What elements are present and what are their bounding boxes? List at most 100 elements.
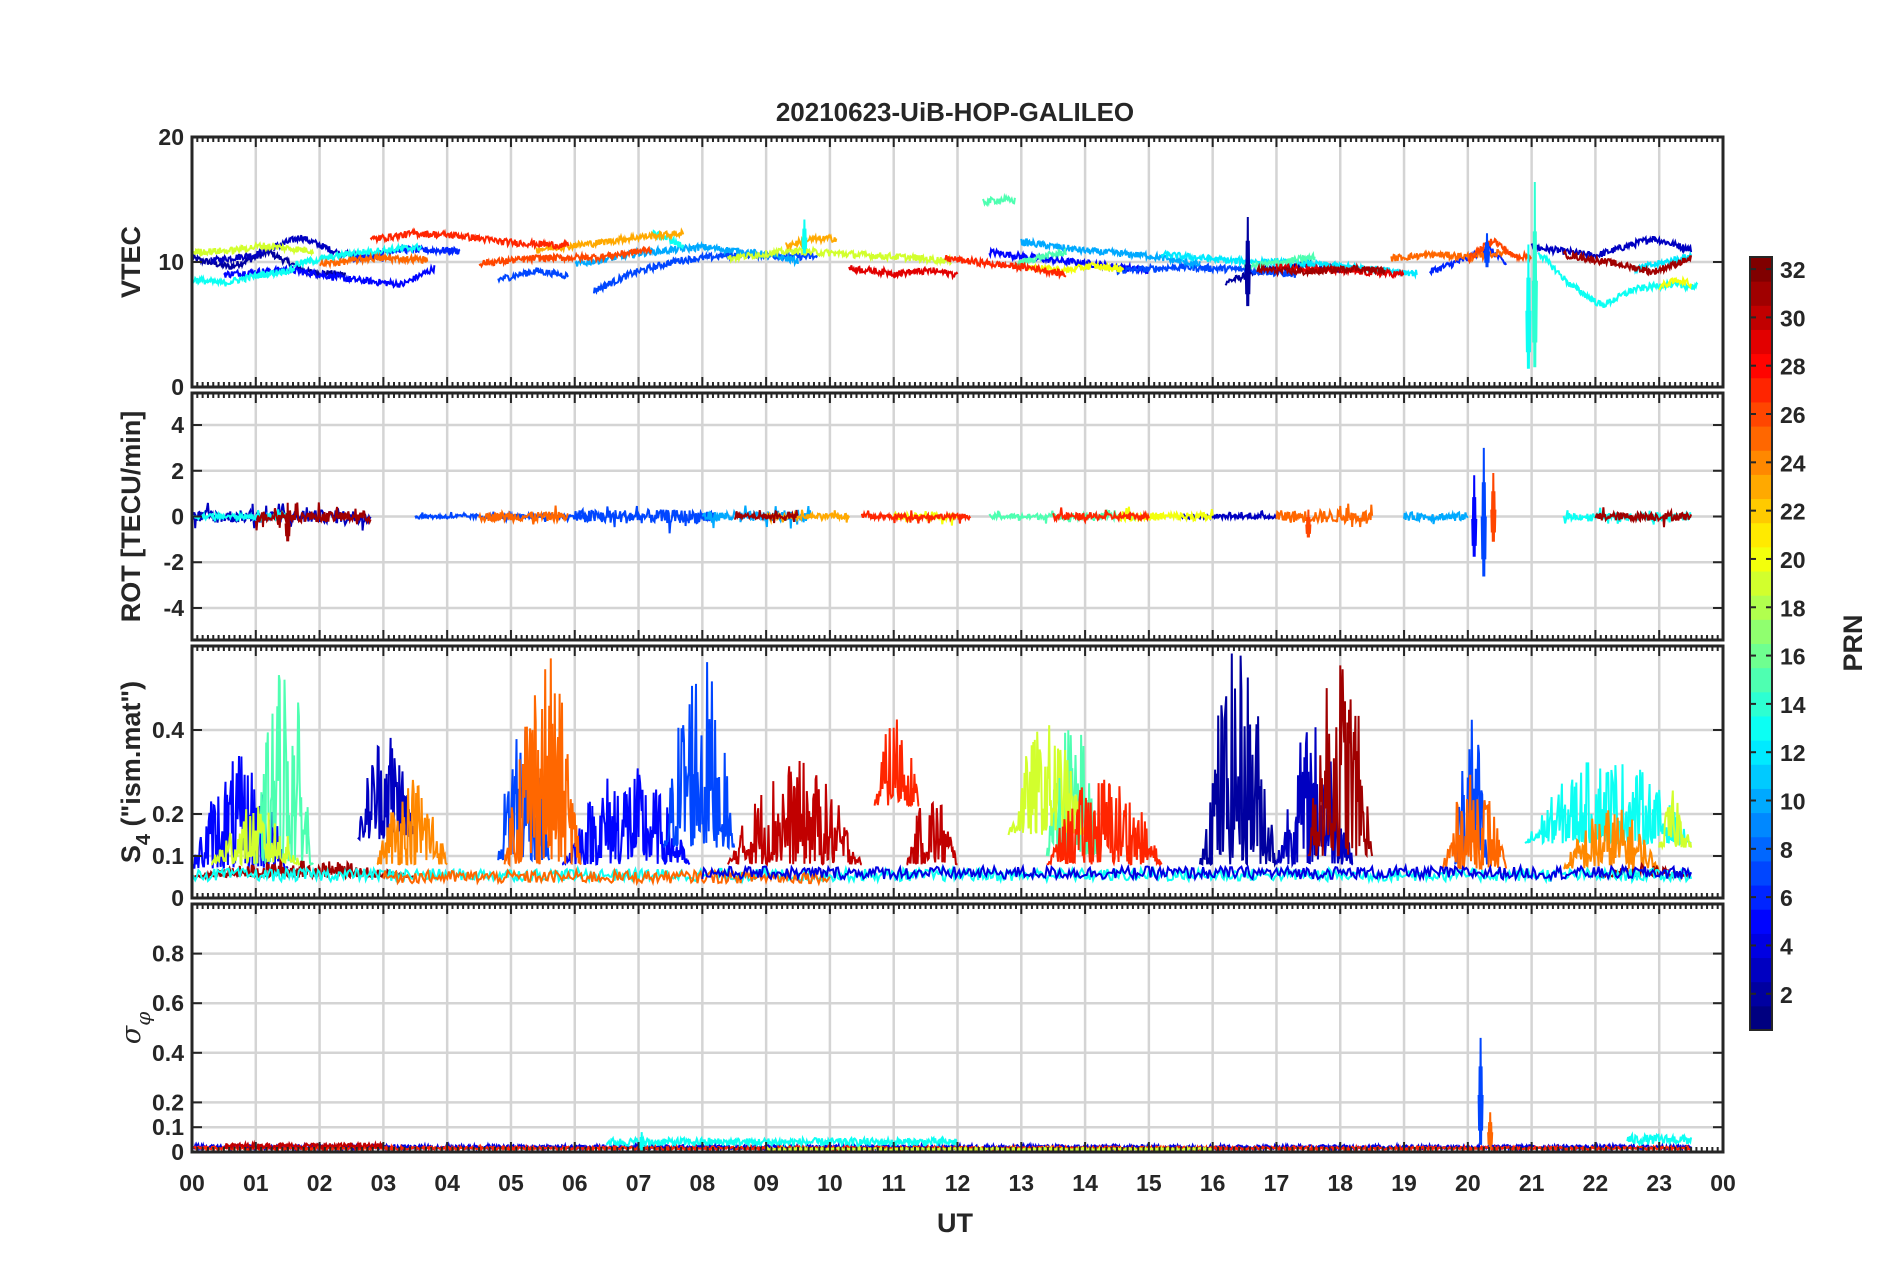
x-tick-label: 17 — [1264, 1170, 1290, 1196]
spike-prn-7 — [1480, 447, 1487, 577]
traces — [191, 181, 1699, 369]
spike-prn-7 — [1477, 1037, 1484, 1145]
series-line-prn-13 — [293, 242, 422, 269]
baseline-prn-25 — [382, 866, 831, 887]
colorbar-cell — [1750, 595, 1772, 620]
series-line-prn-7 — [663, 662, 736, 851]
x-tick-label: 10 — [817, 1170, 843, 1196]
colorbar-cell — [1750, 401, 1772, 427]
panel-s4: 0 0.1 0.2 0.4S4 ("ism.mat") — [116, 644, 1725, 911]
colorbar-tick-label: 26 — [1780, 402, 1806, 428]
colorbar-cell — [1750, 860, 1772, 886]
y-tick-label: 0.2 — [152, 1089, 184, 1115]
y-tick-label: 0.4 — [152, 717, 184, 743]
series-line-prn-20 — [1027, 261, 1125, 277]
colorbar-cell — [1750, 305, 1772, 330]
series-line-prn-15 — [254, 674, 314, 867]
series-line-prn-25 — [503, 658, 582, 868]
colorbar-cell — [1750, 426, 1772, 451]
series-line-prn-27 — [369, 227, 570, 251]
spike-prn-7 — [1483, 233, 1490, 268]
spike-prn-13 — [801, 219, 808, 254]
series-line-prn-3 — [357, 737, 417, 842]
spike-prn-13 — [1525, 244, 1532, 369]
colorbar-cell — [1750, 933, 1772, 959]
series-line-prn-19 — [1007, 725, 1086, 836]
series-line-prn-5 — [223, 263, 436, 289]
panel-rot: -4 -2 0 2 4 ROT [TECU/min] — [116, 391, 1725, 642]
y-tick-label: 0.4 — [152, 1040, 184, 1066]
colorbar-cell — [1750, 740, 1772, 765]
series-line-prn-26 — [478, 245, 653, 269]
series-line-prn-5 — [988, 246, 1150, 276]
y-tick-label: 10 — [158, 249, 184, 275]
spike-prn-26 — [1490, 472, 1497, 542]
x-tick-label: 06 — [562, 1170, 588, 1196]
x-tick-label: 00 — [179, 1170, 205, 1196]
series-line-prn-25 — [478, 505, 569, 526]
y-axis-title: VTEC — [116, 226, 146, 298]
colorbar-cell — [1750, 885, 1772, 910]
axis-ticks — [191, 136, 1724, 388]
x-tick-label: 18 — [1327, 1170, 1353, 1196]
series-line-prn-19 — [1658, 790, 1693, 851]
series-line-prn-27 — [1052, 507, 1150, 525]
colorbar-cell — [1750, 474, 1772, 500]
x-tick-label: 03 — [371, 1170, 397, 1196]
figure-title: 20210623-UiB-HOP-GALILEO — [776, 97, 1134, 127]
y-tick-label: 0.6 — [152, 990, 184, 1016]
series-line-prn-27 — [873, 719, 920, 808]
colorbar-tick-label: 28 — [1780, 354, 1806, 380]
x-tick-label: 05 — [498, 1170, 524, 1196]
x-axis-title: UT — [937, 1208, 973, 1238]
series-line-prn-15 — [1013, 247, 1067, 270]
colorbar-cell — [1750, 377, 1772, 403]
colorbar-cell — [1750, 498, 1772, 524]
series-line-prn-31 — [734, 509, 799, 524]
colorbar-cell — [1750, 957, 1772, 983]
series-line-prn-30 — [726, 760, 862, 867]
spike-prn-31 — [284, 502, 291, 542]
x-tick-label: 19 — [1391, 1170, 1417, 1196]
colorbar-cell — [1750, 667, 1772, 693]
y-tick-label: 4 — [171, 412, 184, 438]
series-line-prn-19 — [726, 245, 952, 267]
x-tick-label: 22 — [1583, 1170, 1609, 1196]
axis-ticks — [191, 904, 1724, 1153]
colorbar-tick-label: 30 — [1780, 305, 1806, 331]
series-line-prn-25 — [319, 251, 429, 270]
series-line-prn-26 — [1467, 237, 1532, 265]
spike-prn-2 — [1244, 216, 1251, 307]
series-line-prn-25 — [1441, 774, 1508, 872]
series-line-prn-7 — [497, 267, 569, 284]
series-line-prn-10 — [1020, 236, 1201, 270]
spike-prn-5 — [1471, 475, 1478, 557]
baseline-prn-4 — [701, 862, 1693, 883]
series-line-prn-20 — [1658, 275, 1693, 291]
x-tick-label: 04 — [434, 1170, 460, 1196]
colorbar-cell — [1750, 836, 1772, 862]
spike-prn-26 — [1305, 509, 1312, 538]
colorbar-tick-label: 4 — [1780, 933, 1793, 959]
axis-ticks — [191, 646, 1724, 899]
series-line-prn-27 — [1046, 779, 1163, 868]
series-line-prn-15 — [982, 192, 1016, 208]
series-line-prn-23 — [785, 232, 838, 251]
y-tick-label: 2 — [171, 458, 184, 484]
y-tick-label: -2 — [164, 549, 184, 575]
colorbar-cell — [1750, 812, 1772, 838]
colorbar-cell — [1750, 981, 1772, 1007]
y-tick-label: 20 — [158, 124, 184, 150]
traces — [191, 653, 1693, 887]
colorbar-tick-label: 10 — [1780, 789, 1806, 815]
x-tick-label: 00 — [1710, 1170, 1736, 1196]
colorbar-cell — [1750, 643, 1772, 669]
grid — [192, 904, 1723, 1152]
x-tick-label: 15 — [1136, 1170, 1162, 1196]
y-axis-title: ROT [TECU/min] — [116, 411, 146, 622]
y-axis-title: σφ — [116, 1012, 155, 1044]
x-tick-label: 09 — [753, 1170, 779, 1196]
x-tick-label: 16 — [1200, 1170, 1226, 1196]
